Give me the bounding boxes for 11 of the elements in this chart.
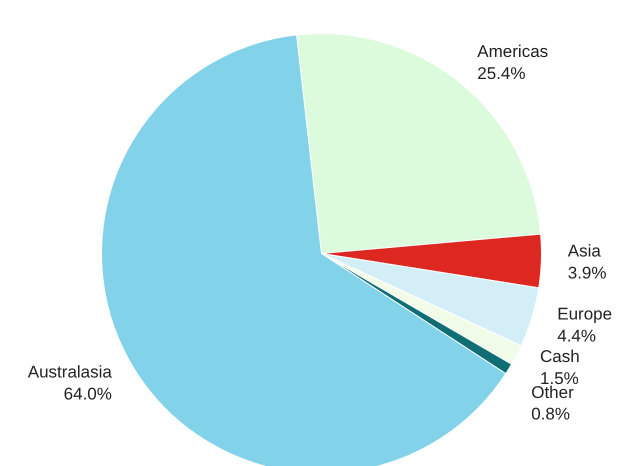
data-label: 25.4% bbox=[477, 64, 526, 84]
slice-label: Americas bbox=[477, 42, 548, 62]
data-label: 64.0% bbox=[64, 384, 112, 404]
slice-label: Europe bbox=[557, 304, 612, 324]
slice-label: Other bbox=[531, 382, 574, 402]
data-label: 3.9% bbox=[568, 263, 607, 282]
data-label: 0.8% bbox=[531, 404, 570, 424]
slice-label: Asia bbox=[568, 242, 602, 260]
slice-label: Australasia bbox=[28, 362, 112, 382]
data-label: 4.4% bbox=[557, 326, 596, 346]
slice-label: Cash bbox=[540, 346, 580, 366]
